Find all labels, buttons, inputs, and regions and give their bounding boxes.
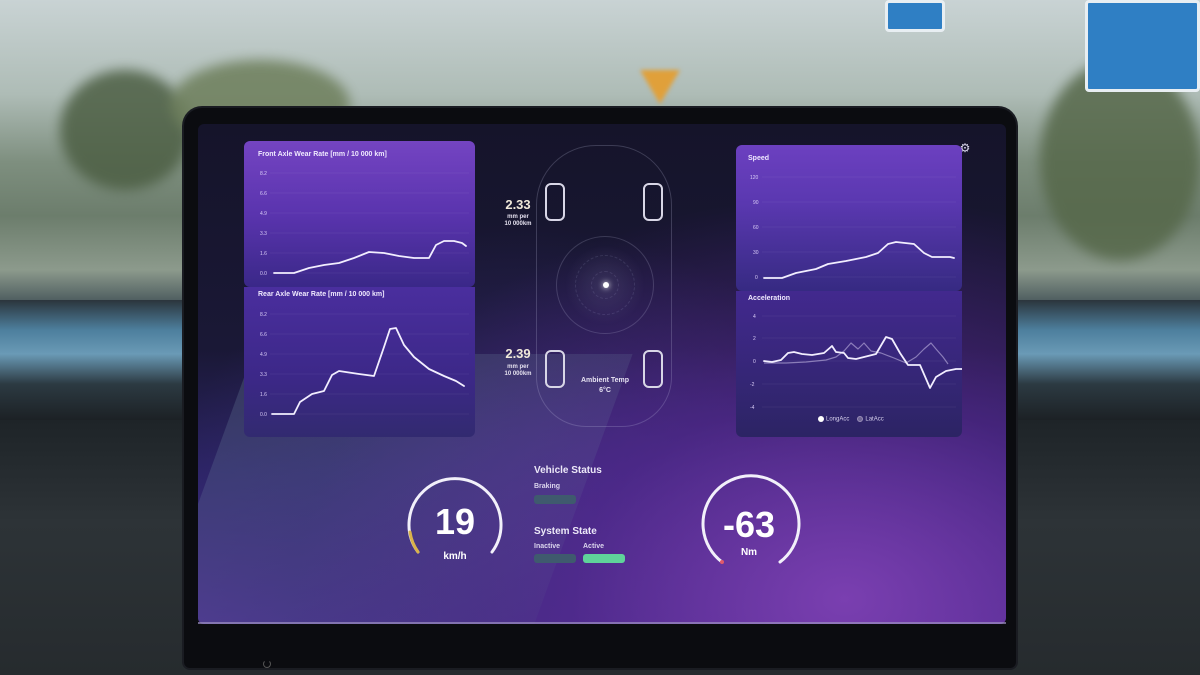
svg-text:4: 4 (753, 314, 756, 320)
speed-chart-title: Speed (748, 155, 770, 162)
svg-text:30: 30 (753, 250, 759, 256)
legend-item-latacc[interactable]: LatAcc (857, 416, 884, 423)
svg-text:60: 60 (753, 225, 759, 231)
background-tree (60, 70, 190, 190)
road-sign (885, 0, 945, 32)
svg-text:1.6: 1.6 (260, 251, 267, 257)
torque-value: -63 (722, 504, 776, 545)
front-wear-unit: mm per 10 000km (504, 214, 532, 227)
speed-unit: km/h (443, 551, 467, 562)
svg-text:-2: -2 (750, 382, 755, 388)
acceleration-legend: LongAcc LatAcc (818, 416, 884, 423)
legend-dot-icon (857, 416, 864, 422)
svg-text:8.2: 8.2 (260, 171, 267, 177)
power-icon[interactable] (263, 660, 271, 668)
tire-rear-left[interactable] (545, 350, 565, 388)
tire-rear-right[interactable] (643, 350, 663, 388)
svg-text:0.0: 0.0 (260, 271, 267, 277)
vehicle-position-dot (603, 282, 609, 288)
torque-gauge (701, 474, 801, 564)
speed-chart: 120 90 60 30 0 (750, 175, 956, 281)
rear-wear-value: 2.39 (505, 346, 531, 361)
speed-gauge (407, 477, 503, 554)
speed-value: 19 (434, 501, 476, 542)
svg-text:6.6: 6.6 (260, 332, 267, 338)
yield-sign (640, 70, 680, 104)
rear-axle-chart: 8.2 6.6 4.9 3.3 1.6 0.0 (260, 312, 469, 418)
screen-edge (198, 622, 1006, 624)
settings-icon[interactable]: ⚙ (959, 141, 971, 155)
svg-text:0: 0 (755, 275, 758, 281)
svg-text:1.6: 1.6 (260, 392, 267, 398)
svg-text:-4: -4 (750, 405, 755, 411)
tire-front-left[interactable] (545, 183, 565, 221)
acceleration-chart-title: Acceleration (748, 295, 791, 302)
svg-text:3.3: 3.3 (260, 231, 267, 237)
svg-text:6.6: 6.6 (260, 191, 267, 197)
svg-text:0.0: 0.0 (260, 412, 267, 418)
ambient-temp-value: 6°C (599, 387, 611, 394)
vehicle-status-title: Vehicle Status (534, 465, 602, 476)
torque-unit: Nm (740, 547, 758, 558)
svg-text:3.3: 3.3 (260, 372, 267, 378)
svg-text:8.2: 8.2 (260, 312, 267, 318)
acceleration-chart: 4 2 0 -2 -4 (750, 314, 962, 411)
tire-front-right[interactable] (643, 183, 663, 221)
svg-text:90: 90 (753, 200, 759, 206)
road-sign (1085, 0, 1200, 92)
svg-text:4.9: 4.9 (260, 211, 267, 217)
inactive-label: Inactive (534, 543, 561, 550)
svg-text:120: 120 (750, 175, 759, 181)
speed-chart-panel: Speed 120 90 60 30 0 (736, 145, 962, 291)
ambient-temp-label: Ambient Temp (580, 377, 630, 384)
legend-item-longacc[interactable]: LongAcc (818, 416, 849, 423)
front-wear-value: 2.33 (505, 197, 531, 212)
svg-text:4.9: 4.9 (260, 352, 267, 358)
background-tree (1040, 60, 1200, 260)
active-label: Active (583, 543, 605, 550)
svg-text:2: 2 (753, 336, 756, 342)
braking-label: Braking (534, 483, 561, 490)
rear-axle-chart-panel: Rear Axle Wear Rate [mm / 10 000 km] 8.2… (244, 287, 475, 437)
rear-axle-chart-title: Rear Axle Wear Rate [mm / 10 000 km] (258, 291, 385, 298)
front-axle-chart-title: Front Axle Wear Rate [mm / 10 000 km] (258, 151, 387, 158)
system-state-title: System State (534, 526, 597, 537)
svg-text:0: 0 (753, 359, 756, 365)
braking-indicator (534, 495, 576, 504)
car-outline (536, 145, 672, 427)
front-axle-chart: 8.2 6.6 4.9 3.3 1.6 0.0 (260, 171, 469, 277)
active-indicator[interactable] (583, 554, 625, 563)
inactive-indicator[interactable] (534, 554, 576, 563)
acceleration-chart-panel: Acceleration 4 2 0 -2 -4 (736, 291, 962, 437)
rear-wear-unit: mm per 10 000km (504, 364, 532, 377)
front-axle-chart-panel: Front Axle Wear Rate [mm / 10 000 km] 8.… (244, 141, 475, 287)
legend-dot-icon (818, 416, 824, 422)
